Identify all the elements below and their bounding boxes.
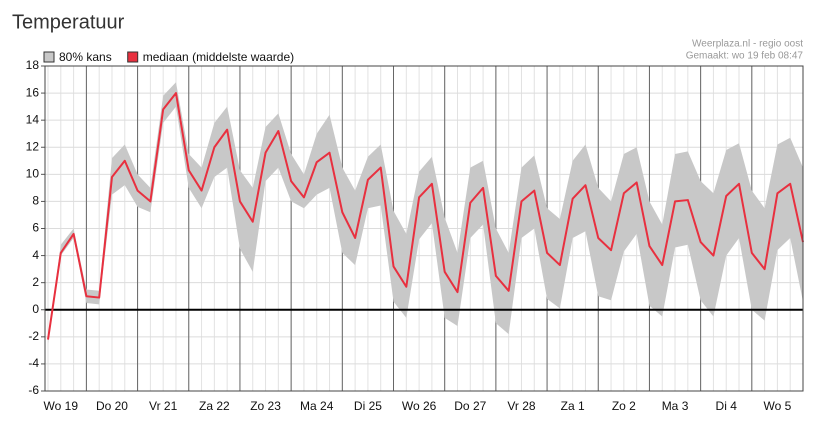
y-tick-label: 10 <box>26 167 40 181</box>
x-tick-label: Za 1 <box>561 399 585 413</box>
y-tick-label: 2 <box>32 275 39 289</box>
legend-label: 80% kans <box>59 50 112 64</box>
median-line <box>47 92 804 340</box>
x-tick-label: Di 4 <box>716 399 738 413</box>
x-tick-label: Do 27 <box>454 399 486 413</box>
y-tick-label: 0 <box>32 302 39 316</box>
x-tick-label: Za 22 <box>199 399 230 413</box>
x-tick-label: Ma 3 <box>662 399 689 413</box>
x-tick-label: Ma 24 <box>300 399 334 413</box>
x-tick-label: Wo 19 <box>44 399 79 413</box>
x-tick-label: Zo 23 <box>250 399 281 413</box>
x-tick-label: Do 20 <box>96 399 128 413</box>
x-tick-label: Vr 28 <box>507 399 536 413</box>
chart-title: Temperatuur <box>12 11 125 33</box>
source: Weerplaza.nl - regio oost <box>692 39 803 50</box>
x-tick-label: Wo 26 <box>402 399 437 413</box>
y-tick-label: 14 <box>26 112 40 126</box>
band-area <box>48 82 803 344</box>
created: Gemaakt: wo 19 feb 08:47 <box>686 51 804 62</box>
y-tick-label: 6 <box>32 221 39 235</box>
y-tick-label: 4 <box>32 248 39 262</box>
legend-swatch <box>43 51 55 63</box>
legend-label: mediaan (middelste waarde) <box>143 50 294 64</box>
y-tick-label: 8 <box>32 194 39 208</box>
x-tick-label: Wo 5 <box>764 399 792 413</box>
y-tick-label: 16 <box>26 85 40 99</box>
legend-swatch <box>127 51 139 63</box>
y-tick-label: 18 <box>26 58 40 72</box>
y-tick-label: -4 <box>28 356 39 370</box>
y-tick-label: -6 <box>28 383 39 397</box>
y-tick-label: -2 <box>28 329 39 343</box>
y-tick-label: 12 <box>26 139 40 153</box>
x-tick-label: Di 25 <box>354 399 382 413</box>
x-tick-label: Zo 2 <box>612 399 636 413</box>
x-tick-label: Vr 21 <box>149 399 178 413</box>
plot-border <box>44 65 804 392</box>
